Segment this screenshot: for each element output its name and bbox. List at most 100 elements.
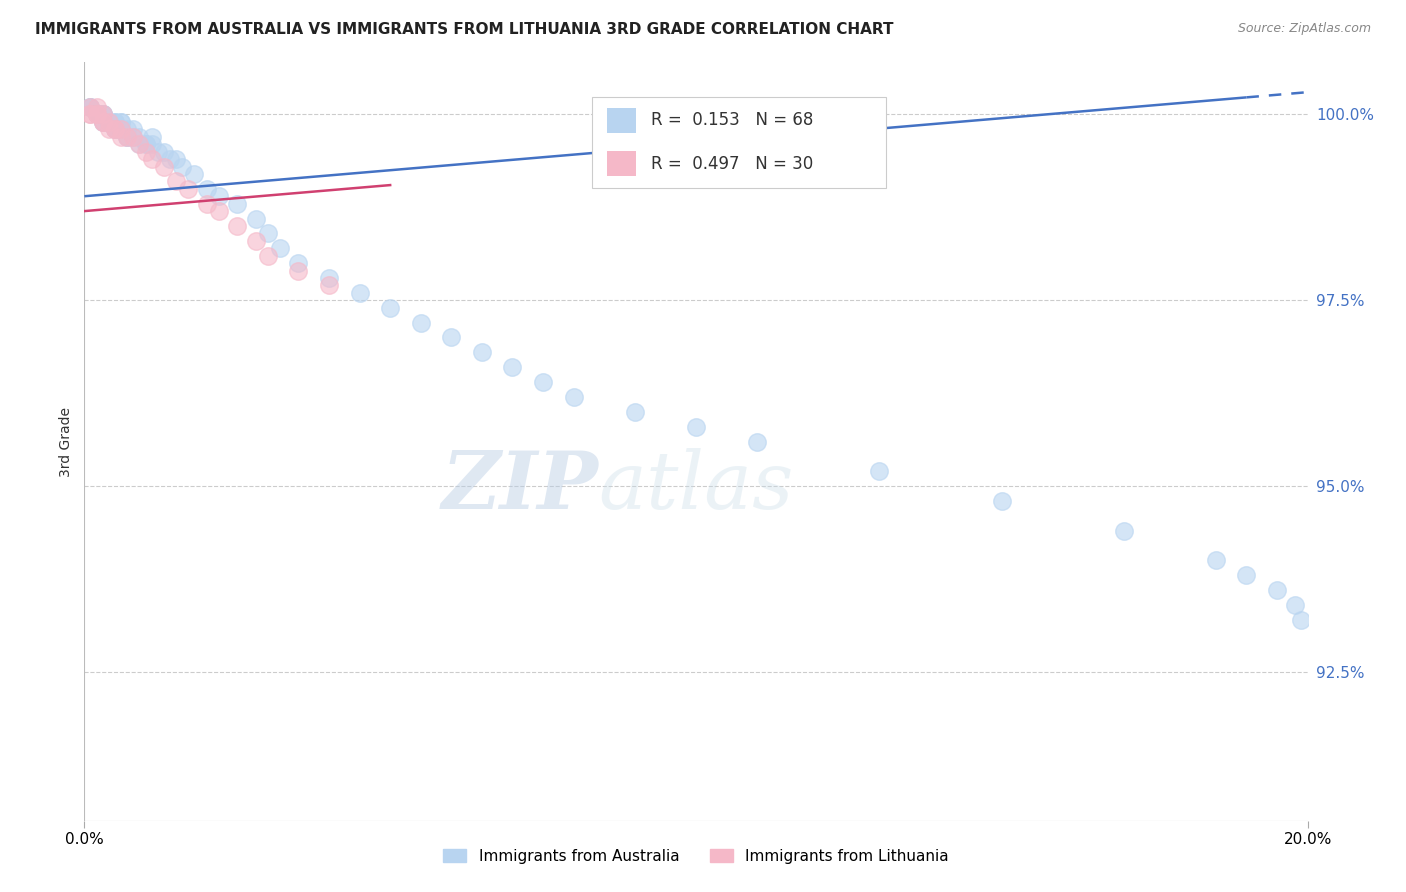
Point	[122, 122, 145, 136]
Point	[104, 122, 127, 136]
Bar	[606, 151, 636, 177]
Point	[195, 196, 218, 211]
Point	[1284, 598, 1306, 612]
Point	[128, 137, 150, 152]
Point	[502, 360, 524, 375]
Point	[226, 219, 249, 233]
Point	[869, 464, 891, 478]
Point	[110, 115, 132, 129]
Point	[146, 145, 169, 159]
Point	[104, 122, 127, 136]
Point	[115, 129, 138, 144]
Point	[128, 129, 150, 144]
Point	[165, 152, 187, 166]
Point	[471, 345, 494, 359]
Point	[97, 115, 120, 129]
Point	[287, 256, 309, 270]
Point	[685, 419, 707, 434]
Point	[991, 494, 1014, 508]
Point	[1205, 553, 1227, 567]
Text: R =  0.497   N = 30: R = 0.497 N = 30	[651, 155, 813, 173]
Point	[257, 227, 280, 241]
Point	[110, 122, 132, 136]
Point	[79, 100, 101, 114]
Point	[747, 434, 769, 449]
Point	[91, 115, 114, 129]
Point	[183, 167, 205, 181]
Point	[122, 129, 145, 144]
Point	[91, 107, 114, 121]
Text: Source: ZipAtlas.com: Source: ZipAtlas.com	[1237, 22, 1371, 36]
Point	[1265, 583, 1288, 598]
Text: ZIP: ZIP	[441, 449, 598, 525]
Point	[153, 160, 176, 174]
Point	[141, 152, 163, 166]
Point	[245, 211, 267, 226]
Point	[269, 241, 291, 255]
Point	[86, 107, 108, 121]
Point	[226, 196, 249, 211]
Point	[195, 182, 218, 196]
Point	[287, 263, 309, 277]
Point	[91, 115, 114, 129]
Point	[624, 405, 647, 419]
Y-axis label: 3rd Grade: 3rd Grade	[59, 407, 73, 476]
Point	[97, 115, 120, 129]
Point	[1114, 524, 1136, 538]
Point	[208, 189, 231, 203]
Point	[208, 204, 231, 219]
Point	[91, 115, 114, 129]
Point	[165, 174, 187, 188]
Point	[104, 122, 127, 136]
Point	[97, 115, 120, 129]
Point	[1291, 613, 1313, 627]
Text: atlas: atlas	[598, 449, 793, 525]
Point	[177, 182, 200, 196]
Point	[318, 278, 340, 293]
Point	[104, 122, 127, 136]
Point	[135, 137, 157, 152]
Text: R =  0.153   N = 68: R = 0.153 N = 68	[651, 112, 813, 129]
Point	[409, 316, 432, 330]
Point	[349, 285, 371, 300]
Point	[172, 160, 194, 174]
Point	[91, 107, 114, 121]
Point	[86, 100, 108, 114]
Legend: Immigrants from Australia, Immigrants from Lithuania: Immigrants from Australia, Immigrants fr…	[437, 843, 955, 870]
Point	[141, 129, 163, 144]
Point	[86, 107, 108, 121]
Point	[245, 234, 267, 248]
Point	[104, 115, 127, 129]
Point	[562, 390, 585, 404]
Point	[97, 115, 120, 129]
Point	[104, 115, 127, 129]
Point	[135, 145, 157, 159]
Point	[115, 129, 138, 144]
Point	[91, 115, 114, 129]
Point	[86, 107, 108, 121]
Point	[159, 152, 181, 166]
Point	[110, 129, 132, 144]
Point	[91, 107, 114, 121]
Bar	[606, 108, 636, 133]
Point	[79, 100, 101, 114]
Point	[440, 330, 463, 344]
Point	[135, 137, 157, 152]
Point	[79, 107, 101, 121]
Point	[104, 122, 127, 136]
Point	[79, 107, 101, 121]
Point	[318, 271, 340, 285]
Point	[128, 137, 150, 152]
FancyBboxPatch shape	[592, 96, 886, 187]
Point	[91, 107, 114, 121]
Text: IMMIGRANTS FROM AUSTRALIA VS IMMIGRANTS FROM LITHUANIA 3RD GRADE CORRELATION CHA: IMMIGRANTS FROM AUSTRALIA VS IMMIGRANTS …	[35, 22, 894, 37]
Point	[115, 122, 138, 136]
Point	[1236, 568, 1258, 582]
Point	[86, 107, 108, 121]
Point	[531, 375, 554, 389]
Point	[97, 122, 120, 136]
Point	[79, 100, 101, 114]
Point	[115, 129, 138, 144]
Point	[97, 115, 120, 129]
Point	[110, 115, 132, 129]
